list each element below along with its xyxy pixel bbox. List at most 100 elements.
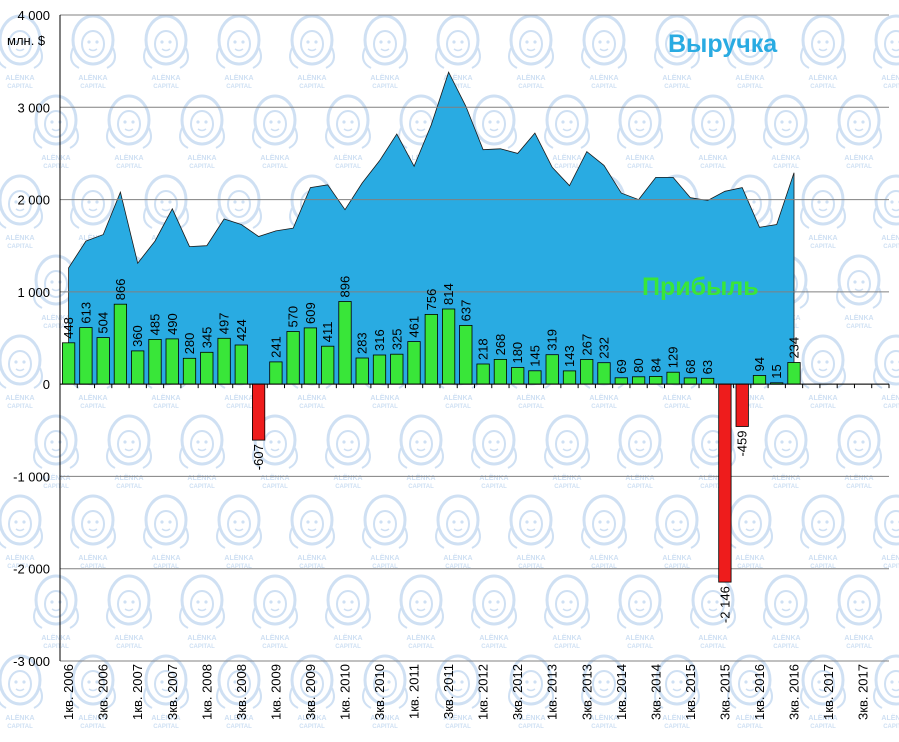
profit-bar	[390, 353, 404, 385]
data-label: 319	[545, 329, 560, 351]
profit-bar	[251, 383, 266, 441]
profit-bar	[649, 375, 663, 385]
profit-bar	[234, 344, 248, 385]
data-label: 218	[476, 338, 491, 360]
profit-bar	[735, 383, 749, 427]
data-label: 129	[666, 347, 681, 369]
profit-bar	[528, 370, 542, 385]
watermark-logo	[251, 574, 299, 652]
x-tick-label: 1кв. 2006	[61, 664, 76, 720]
watermark-logo	[0, 494, 44, 572]
profit-bar	[338, 301, 352, 385]
x-tick-label: 1кв. 2016	[752, 664, 767, 720]
watermark-logo	[142, 14, 190, 92]
profit-bar	[321, 345, 335, 385]
x-tick-label: 3кв. 2012	[510, 664, 525, 720]
watermark-logo	[105, 414, 153, 492]
watermark-logo	[872, 494, 899, 572]
profit-bars-layer	[62, 301, 801, 583]
data-label: 613	[78, 302, 93, 324]
watermark-logo	[470, 414, 518, 492]
watermark-logo	[215, 14, 263, 92]
watermark-logo	[434, 14, 482, 92]
x-tick-label: 1кв. 2012	[476, 664, 491, 720]
watermark-logo	[288, 494, 336, 572]
profit-bar	[683, 377, 698, 385]
watermark-logo	[397, 414, 445, 492]
profit-bar	[787, 362, 801, 385]
x-tick-label: 3кв. 2010	[372, 664, 387, 720]
x-tick-label: 1кв. 2011	[407, 664, 422, 719]
data-label: 232	[597, 337, 612, 359]
data-label: 497	[217, 313, 232, 335]
x-tick-label: 1кв. 2008	[199, 664, 214, 720]
data-label: 68	[683, 359, 698, 373]
x-tick-label: 1кв. 2007	[130, 664, 145, 720]
profit-bar	[511, 367, 525, 385]
x-tick-label: 3кв. 2014	[648, 664, 663, 720]
y-tick-label: -1 000	[13, 469, 50, 484]
data-label: 267	[579, 334, 594, 356]
profit-bar	[286, 331, 300, 385]
profit-bar	[580, 359, 594, 385]
profit-bar	[701, 377, 715, 385]
data-label: 609	[303, 302, 318, 324]
watermark-logo	[616, 414, 664, 492]
data-label: 145	[527, 345, 542, 367]
data-label: 241	[268, 336, 283, 358]
watermark-logo	[762, 414, 810, 492]
watermark-logo	[288, 14, 336, 92]
x-tick-label: 3кв. 2011	[441, 664, 456, 719]
watermark-logo	[32, 574, 80, 652]
profit-bar	[562, 370, 577, 385]
data-label: 490	[165, 313, 180, 335]
watermark-logo	[0, 334, 44, 412]
data-label: 84	[648, 358, 663, 372]
x-tick-label: 1кв. 2014	[614, 664, 629, 720]
profit-bar	[269, 361, 283, 385]
watermark-logo	[434, 494, 482, 572]
x-tick-label: 3кв. 2013	[579, 664, 594, 720]
y-tick-label: -3 000	[13, 654, 50, 669]
data-label: 756	[424, 289, 439, 311]
data-label: 866	[113, 279, 128, 301]
watermark-logo	[799, 174, 847, 252]
profit-bar	[303, 327, 318, 385]
watermark-logo	[543, 414, 591, 492]
watermark-logo	[799, 334, 847, 412]
profit-bar	[545, 354, 559, 385]
data-label: 283	[355, 332, 370, 354]
profit-bar	[148, 338, 162, 385]
data-label: 411	[320, 321, 335, 342]
profit-bar	[372, 354, 387, 385]
data-label: 69	[614, 359, 629, 373]
watermark-logo	[507, 494, 555, 572]
x-tick-label: 1кв. 2013	[545, 664, 560, 720]
data-label: -607	[251, 444, 266, 470]
watermark-logo	[543, 574, 591, 652]
profit-bar	[632, 376, 646, 385]
y-tick-label: 1 000	[17, 285, 50, 300]
profit-bar	[355, 357, 369, 385]
data-label: 461	[407, 316, 422, 338]
watermark-logo	[580, 494, 628, 572]
x-tick-label: 1кв. 2010	[337, 664, 352, 720]
x-tick-label: 1кв. 2009	[268, 664, 283, 720]
data-label: 637	[458, 300, 473, 322]
data-label: -2 146	[717, 586, 732, 623]
data-label: 424	[234, 319, 249, 341]
data-label: 448	[61, 317, 76, 339]
profit-bar	[597, 362, 611, 385]
data-label: 570	[286, 306, 301, 328]
watermark-logo	[69, 14, 117, 92]
x-tick-label: 3кв. 2007	[165, 664, 180, 720]
watermark-logo	[872, 174, 899, 252]
watermark-logo	[507, 14, 555, 92]
profit-bar	[424, 313, 438, 385]
profit-bar	[407, 341, 421, 385]
profit-bar	[79, 327, 93, 385]
watermark-logo	[616, 574, 664, 652]
watermark-logo	[762, 574, 810, 652]
